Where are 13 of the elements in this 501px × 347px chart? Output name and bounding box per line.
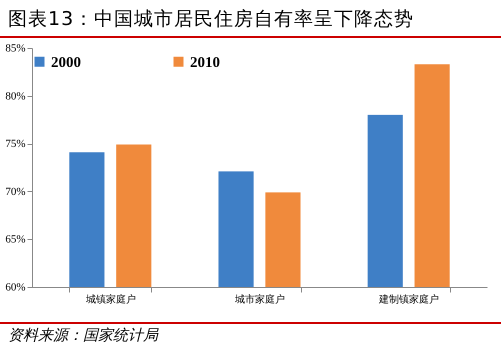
y-tick-label: 75%	[5, 138, 26, 150]
x-tick-label: 建制镇家庭户	[378, 294, 440, 306]
legend-label: 2010	[190, 54, 220, 71]
y-tick-label: 85%	[5, 42, 26, 54]
legend-label: 2000	[51, 54, 81, 71]
x-tick-label: 城市家庭户	[234, 294, 285, 306]
y-tick-label: 70%	[5, 186, 26, 198]
text: 资料来源：国家统计局	[0, 322, 501, 345]
y-tick-label: 65%	[5, 234, 26, 246]
y-tick-label: 60%	[5, 282, 26, 294]
chart-title: 图表13：中国城市居民住房自有率呈下降态势	[0, 0, 501, 38]
y-tick-label: 80%	[5, 90, 26, 102]
x-tick-label: 城镇家庭户	[84, 294, 136, 306]
